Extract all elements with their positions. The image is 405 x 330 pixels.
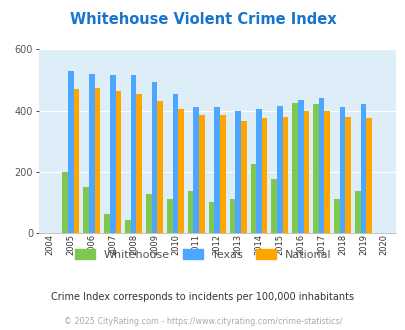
Bar bbox=[62, 172, 68, 233]
Bar bbox=[312, 104, 318, 233]
Bar bbox=[136, 94, 142, 233]
Bar bbox=[235, 111, 240, 233]
Bar bbox=[276, 106, 282, 233]
Bar bbox=[250, 164, 256, 233]
Text: © 2025 CityRating.com - https://www.cityrating.com/crime-statistics/: © 2025 CityRating.com - https://www.city… bbox=[64, 317, 341, 326]
Bar bbox=[146, 194, 151, 233]
Bar bbox=[214, 108, 220, 233]
Bar bbox=[94, 88, 100, 233]
Bar bbox=[324, 111, 329, 233]
Bar bbox=[318, 98, 324, 233]
Bar bbox=[208, 202, 214, 233]
Bar bbox=[151, 82, 157, 233]
Bar bbox=[292, 103, 297, 233]
Bar bbox=[125, 220, 130, 233]
Bar bbox=[365, 118, 371, 233]
Bar bbox=[282, 116, 288, 233]
Text: Whitehouse Violent Crime Index: Whitehouse Violent Crime Index bbox=[70, 12, 335, 26]
Bar bbox=[166, 199, 172, 233]
Legend: Whitehouse, Texas, National: Whitehouse, Texas, National bbox=[75, 249, 330, 260]
Bar bbox=[115, 91, 121, 233]
Bar bbox=[345, 116, 350, 233]
Bar bbox=[188, 191, 193, 233]
Bar bbox=[172, 94, 178, 233]
Bar bbox=[333, 199, 339, 233]
Bar bbox=[297, 100, 303, 233]
Bar bbox=[83, 187, 89, 233]
Bar bbox=[354, 191, 360, 233]
Bar bbox=[68, 71, 74, 233]
Bar bbox=[360, 104, 365, 233]
Bar bbox=[271, 179, 276, 233]
Bar bbox=[104, 214, 110, 233]
Bar bbox=[339, 108, 345, 233]
Bar bbox=[74, 89, 79, 233]
Bar bbox=[303, 111, 309, 233]
Bar bbox=[130, 76, 136, 233]
Bar bbox=[193, 108, 198, 233]
Bar bbox=[178, 109, 183, 233]
Bar bbox=[261, 118, 267, 233]
Bar bbox=[198, 115, 204, 233]
Bar bbox=[240, 121, 246, 233]
Text: Crime Index corresponds to incidents per 100,000 inhabitants: Crime Index corresponds to incidents per… bbox=[51, 292, 354, 302]
Bar bbox=[157, 101, 162, 233]
Bar bbox=[256, 109, 261, 233]
Bar bbox=[220, 115, 225, 233]
Bar bbox=[110, 76, 115, 233]
Bar bbox=[229, 199, 235, 233]
Bar bbox=[89, 74, 94, 233]
